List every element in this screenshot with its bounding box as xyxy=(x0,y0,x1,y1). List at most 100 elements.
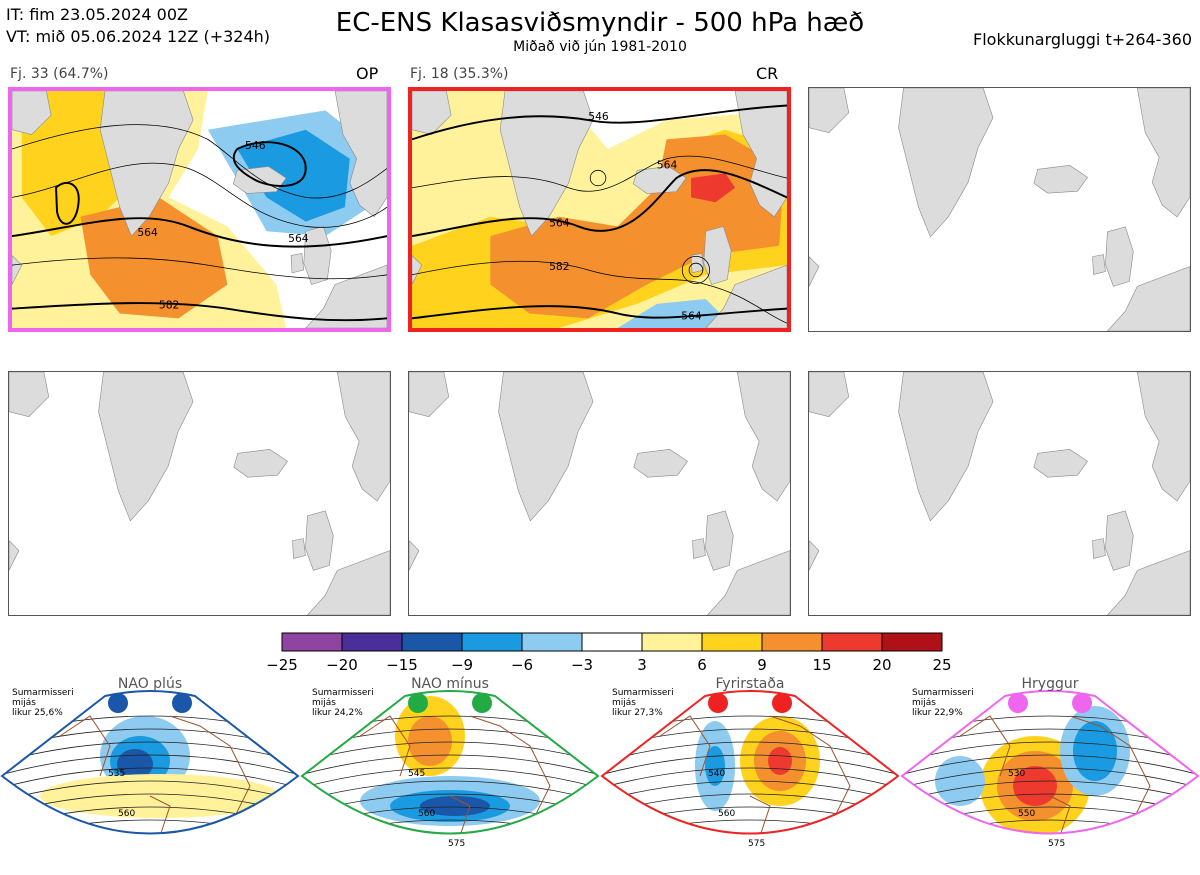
classification-window: Flokkunargluggi t+264-360 xyxy=(973,30,1192,49)
colorbar-tick-label: −9 xyxy=(450,656,474,674)
regime-note: Sumarmisseri mijás likur 22,9% xyxy=(912,688,974,718)
regime-title: NAO plús xyxy=(117,676,183,692)
height-contour xyxy=(902,715,1198,737)
regime-map: 540 560 575 xyxy=(600,690,900,849)
page-subtitle: Miðað við jún 1981-2010 xyxy=(513,39,687,55)
regime-contour-label: 530 xyxy=(1008,769,1025,779)
height-contour xyxy=(302,780,598,802)
regime-note: Sumarmisseri mijás likur 25,6% xyxy=(12,688,74,718)
height-contour xyxy=(602,780,898,802)
p1-label-564b: 564 xyxy=(288,232,309,245)
p2-label-564a: 564 xyxy=(549,216,570,229)
header-info: IT: fim 23.05.2024 00Z VT: mið 05.06.202… xyxy=(6,4,270,48)
colorbar-swatch xyxy=(821,632,883,652)
p2-label-582a: 582 xyxy=(549,260,570,273)
p1-label-582: 582 xyxy=(159,299,180,312)
p1-label-546: 546 xyxy=(245,139,266,152)
regime-note-line: mijás xyxy=(612,698,636,708)
regime-contour-label: 560 xyxy=(718,809,735,819)
cluster-map-5 xyxy=(408,371,791,616)
regime-contour-label: 540 xyxy=(708,769,725,779)
cluster-map-2: 546 564 564 582 564 xyxy=(408,87,791,332)
panel-1-code: OP xyxy=(356,64,379,83)
height-contour xyxy=(602,819,898,834)
p2-label-564b: 564 xyxy=(657,158,678,171)
p2-label-564c: 564 xyxy=(681,309,702,322)
regime-map: 535 560 xyxy=(0,690,300,835)
height-contour xyxy=(602,806,898,828)
anomaly-patch xyxy=(408,716,452,766)
height-contour xyxy=(2,754,298,776)
colorbar-swatch xyxy=(341,632,403,652)
regime-contour-label: 575 xyxy=(448,839,465,849)
regime-marker xyxy=(472,693,492,713)
regime-panel-1: 545 560 575 NAO mínus Sumarmisseri mijás likur… xyxy=(300,676,600,871)
regime-title: Fyrirstaða xyxy=(715,676,785,692)
regime-outline xyxy=(0,690,300,835)
anomaly-patch xyxy=(1010,850,1040,862)
regime-contour-label: 575 xyxy=(1048,839,1065,849)
regime-note: Sumarmisseri mijás likur 27,3% xyxy=(612,688,674,718)
colorbar-swatch xyxy=(281,632,343,652)
cluster-map-3 xyxy=(808,87,1191,332)
anomaly-patch xyxy=(768,747,792,775)
height-contour xyxy=(2,767,298,789)
regime-note: Sumarmisseri mijás likur 24,2% xyxy=(312,688,374,718)
colorbar-swatch xyxy=(461,632,523,652)
regime-note-line: Sumarmisseri xyxy=(312,688,374,698)
regime-outline xyxy=(600,690,900,835)
cluster-map-4 xyxy=(8,371,391,616)
regime-note-line: mijás xyxy=(12,698,36,708)
regime-contour-label: 560 xyxy=(418,809,435,819)
regime-panel-2: 540 560 575 Fyrirstaða Sumarmisseri mijás liku… xyxy=(600,676,900,871)
colorbar-tick-label: 15 xyxy=(812,656,832,674)
regime-marker xyxy=(408,693,428,713)
colorbar-tick-label: 25 xyxy=(932,656,952,674)
panel-2-code: CR xyxy=(756,64,779,83)
regime-note-line: Sumarmisseri xyxy=(12,688,74,698)
colorbar-tick-label: −20 xyxy=(326,656,358,674)
height-contour xyxy=(2,741,298,763)
regime-map: 545 560 575 xyxy=(300,690,600,849)
initial-time: IT: fim 23.05.2024 00Z xyxy=(6,5,188,24)
regime-panel-0: 535 560 NAO plús Sumarmisseri mijás likur 25,… xyxy=(0,676,300,871)
regime-note-line: likur 27,3% xyxy=(612,708,663,718)
page-title: EC-ENS Klasasviðsmyndir - 500 hPa hæð xyxy=(335,8,865,38)
height-contour xyxy=(902,767,1198,789)
height-contour xyxy=(2,832,298,834)
anomaly-patch xyxy=(1073,721,1117,781)
regime-marker xyxy=(708,693,728,713)
height-contour xyxy=(602,767,898,789)
colorbar-tick-label: 20 xyxy=(872,656,892,674)
regime-title: Hryggur xyxy=(1021,676,1079,692)
cluster-map-1: 546 564 564 582 xyxy=(8,87,391,332)
regime-outline xyxy=(300,690,600,835)
regime-note-line: mijás xyxy=(912,698,936,708)
colorbar-swatch xyxy=(701,632,763,652)
regime-contour-label: 545 xyxy=(408,769,425,779)
regime-outline xyxy=(900,690,1200,835)
height-contour xyxy=(302,741,598,763)
height-contour xyxy=(902,741,1198,763)
colorbar-tick-label: −15 xyxy=(386,656,418,674)
regime-note-line: Sumarmisseri xyxy=(612,688,674,698)
height-contour xyxy=(602,754,898,776)
regime-contour-label: 535 xyxy=(108,769,125,779)
colorbar-swatch xyxy=(881,632,943,652)
colorbar-tick-label: −25 xyxy=(266,656,298,674)
regime-note-line: likur 22,9% xyxy=(912,708,963,718)
regime-note-line: likur 24,2% xyxy=(312,708,363,718)
height-contour xyxy=(302,767,598,789)
anomaly-patch xyxy=(935,756,985,806)
p1-label-564a: 564 xyxy=(137,226,158,239)
colorbar-tick-label: −3 xyxy=(570,656,594,674)
regime-marker xyxy=(1008,693,1028,713)
regime-panel-3: 530 550 575 Hryggur Sumarmisseri mijás likur 2… xyxy=(900,676,1200,871)
colorbar-swatch xyxy=(761,632,823,652)
cluster-map-6 xyxy=(808,371,1191,616)
regime-note-line: likur 25,6% xyxy=(12,708,63,718)
valid-time: VT: mið 05.06.2024 12Z (+324h) xyxy=(6,27,271,46)
p2-label-546: 546 xyxy=(588,110,609,123)
regime-marker xyxy=(172,693,192,713)
anomaly-patch xyxy=(420,796,490,816)
